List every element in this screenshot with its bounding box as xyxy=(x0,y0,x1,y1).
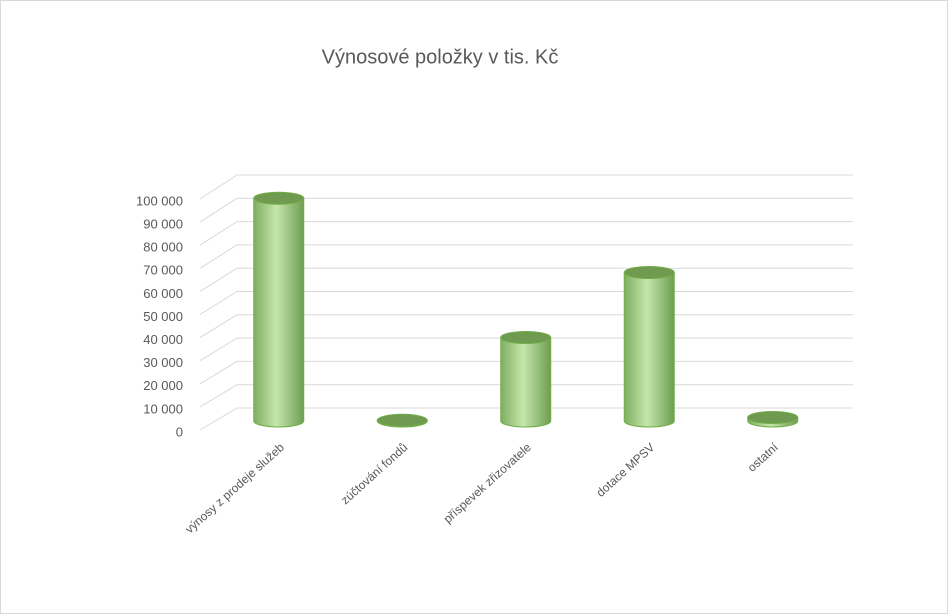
bar xyxy=(747,411,799,428)
y-tick-label: 90 000 xyxy=(143,217,183,232)
bar xyxy=(253,191,305,428)
y-tick-label: 50 000 xyxy=(143,309,183,324)
grid-line xyxy=(199,174,853,200)
bar-top xyxy=(623,266,675,280)
grid-line xyxy=(199,244,853,269)
chart-title: Výnosové položky v tis. Kč xyxy=(322,46,559,68)
bar-top xyxy=(747,411,799,425)
bar-top xyxy=(500,330,552,344)
bar-body xyxy=(623,272,675,428)
grid-line xyxy=(199,197,853,223)
bar-top xyxy=(253,191,305,205)
bar xyxy=(376,413,428,428)
y-tick-label: 20 000 xyxy=(143,378,183,393)
bar xyxy=(623,266,675,428)
y-tick-label: 80 000 xyxy=(143,240,183,255)
y-tick-label: 10 000 xyxy=(143,401,183,416)
bar-body xyxy=(500,336,552,428)
bar-top xyxy=(376,413,428,427)
y-tick-label: 40 000 xyxy=(143,332,183,347)
bar-body xyxy=(253,197,305,428)
y-tick-label: 100 000 xyxy=(136,193,183,208)
y-tick-label: 60 000 xyxy=(143,286,183,301)
y-tick-label: 30 000 xyxy=(143,355,183,370)
bar xyxy=(500,330,552,428)
y-tick-label: 0 xyxy=(176,424,183,439)
y-tick-label: 70 000 xyxy=(143,263,183,278)
grid-line xyxy=(199,221,853,246)
